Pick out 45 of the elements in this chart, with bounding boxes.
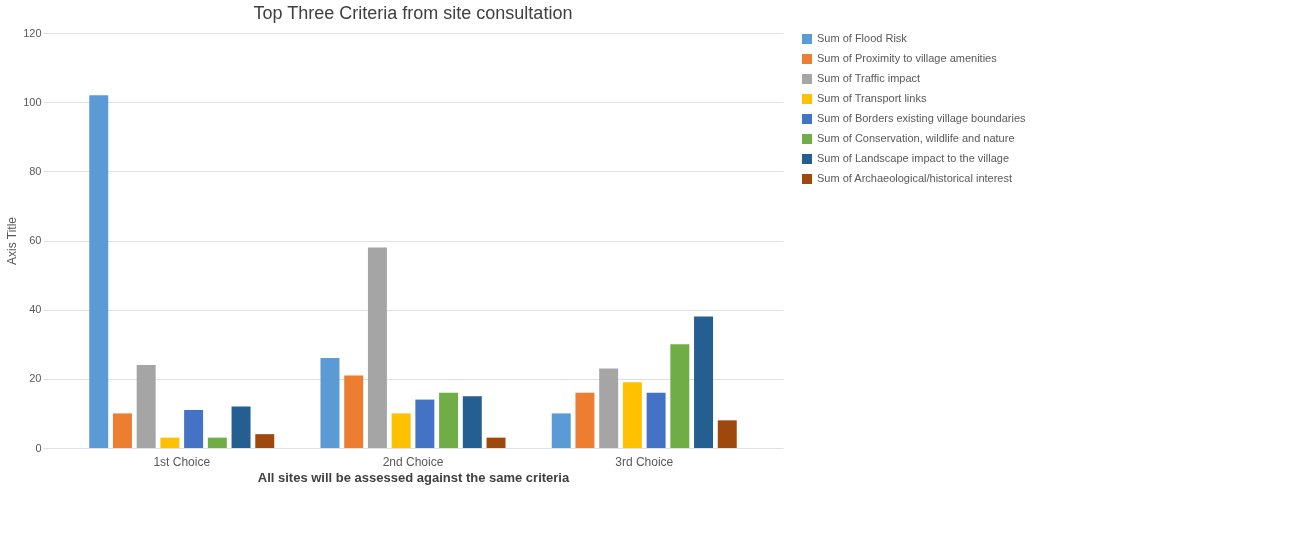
y-tick-label: 120 xyxy=(23,26,42,39)
bar xyxy=(136,365,156,448)
bar xyxy=(112,413,132,448)
bar xyxy=(670,344,690,448)
legend-label: Sum of Proximity to village amenities xyxy=(817,52,998,64)
bar xyxy=(255,434,275,448)
bar xyxy=(344,375,364,448)
bar xyxy=(184,409,204,448)
bar xyxy=(551,413,571,448)
bar xyxy=(415,399,435,448)
bar xyxy=(575,392,595,448)
legend-label: Sum of Landscape impact to the village xyxy=(817,152,1010,164)
bar xyxy=(486,437,506,448)
y-tick-label: 60 xyxy=(29,234,42,246)
x-axis-title: All sites will be assessed against the same criteria xyxy=(257,469,570,485)
bar xyxy=(694,316,714,448)
legend-label: Sum of Borders existing village boundaries xyxy=(817,112,1026,124)
bar xyxy=(160,437,180,448)
bar xyxy=(646,392,666,448)
legend-label: Sum of Archaeological/historical interest xyxy=(817,172,1013,184)
legend-label: Sum of Flood Risk xyxy=(817,32,908,44)
x-tick-label: 2nd Choice xyxy=(382,454,444,469)
legend-label: Sum of Conservation, wildlife and nature xyxy=(817,132,1015,144)
bar xyxy=(231,406,251,448)
legend-label: Sum of Transport links xyxy=(817,92,927,104)
bar xyxy=(320,358,340,448)
bar xyxy=(391,413,411,448)
bar xyxy=(717,420,737,448)
chart-title: Top Three Criteria from site consultation xyxy=(253,3,573,23)
bar xyxy=(439,392,459,448)
bar xyxy=(367,247,387,448)
bar xyxy=(89,95,109,448)
bar xyxy=(622,382,642,448)
bar xyxy=(462,396,482,448)
y-tick-label: 40 xyxy=(29,303,42,316)
legend-label: Sum of Traffic impact xyxy=(817,72,921,84)
x-tick-label: 3rd Choice xyxy=(615,454,674,469)
y-tick-label: 100 xyxy=(23,95,42,108)
y-tick-label: 20 xyxy=(29,372,42,385)
y-tick-label: 80 xyxy=(29,164,42,177)
y-axis-title: Axis Title xyxy=(5,216,20,266)
bar xyxy=(207,437,227,448)
y-tick-label: 0 xyxy=(35,441,42,454)
x-tick-label: 1st Choice xyxy=(153,454,211,469)
bar xyxy=(599,368,619,448)
